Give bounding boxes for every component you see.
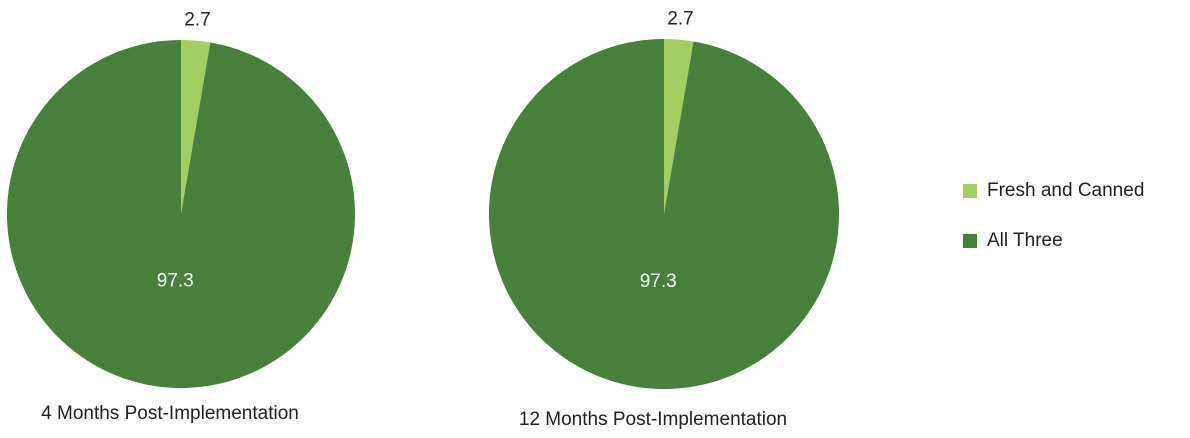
- chart-title: 12 Months Post-Implementation: [519, 409, 787, 430]
- legend-swatch: [963, 234, 977, 248]
- pie-slice: [664, 39, 694, 214]
- data-label: 2.7: [667, 9, 693, 30]
- chart-title: 4 Months Post-Implementation: [41, 403, 299, 424]
- pie-slice: [488, 39, 840, 389]
- legend-label: All Three: [987, 230, 1063, 251]
- data-label: 97.3: [157, 271, 194, 292]
- pie-slice: [181, 40, 211, 214]
- pie-slice: [6, 40, 355, 388]
- legend-swatch: [963, 184, 977, 198]
- legend-label: Fresh and Canned: [987, 180, 1144, 201]
- data-label: 2.7: [184, 10, 210, 31]
- data-label: 97.3: [640, 271, 677, 292]
